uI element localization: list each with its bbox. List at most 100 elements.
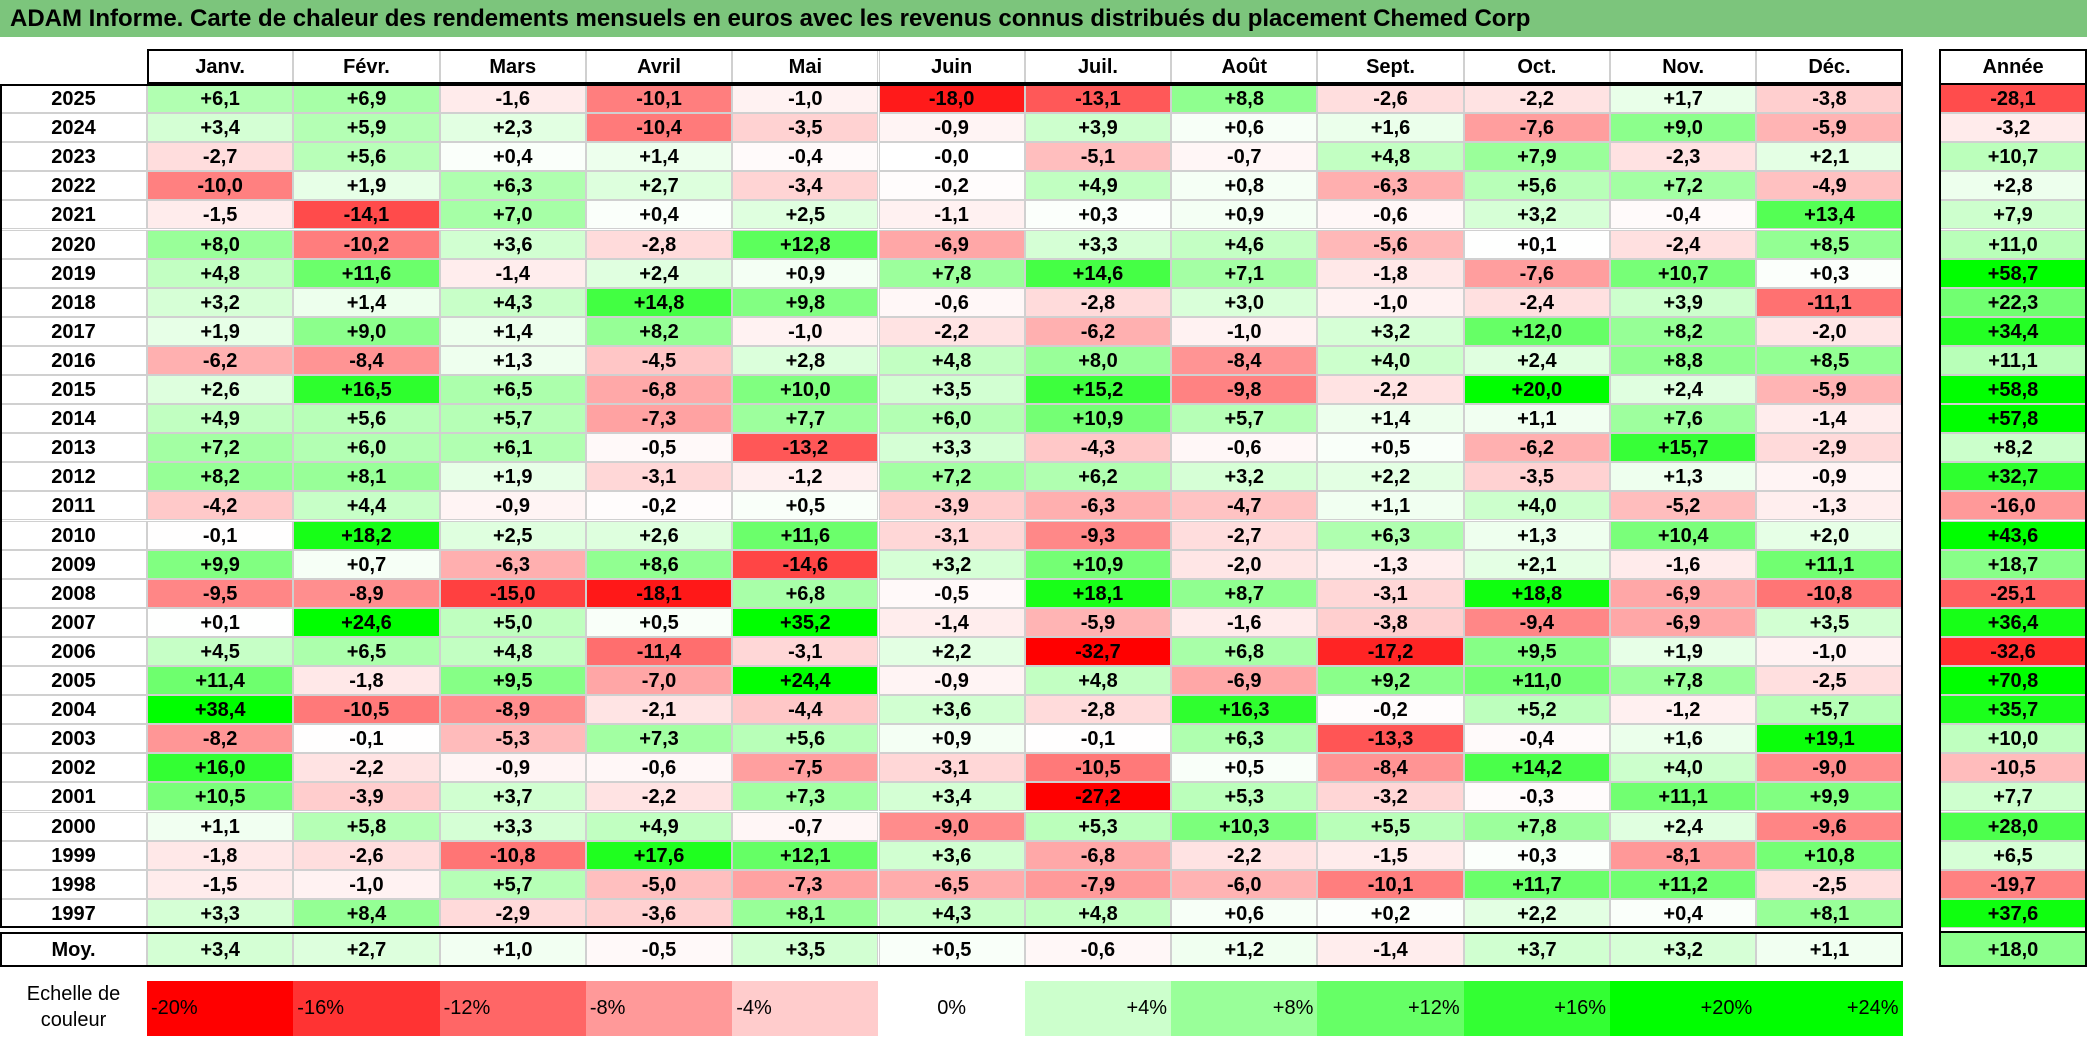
month-header: Févr. xyxy=(293,49,440,84)
heatmap-cell: +0,6 xyxy=(1171,898,1318,928)
heatmap-cell: -3,5 xyxy=(732,113,879,143)
heatmap-cell: -1,2 xyxy=(732,462,879,492)
heatmap-cell: -15,0 xyxy=(439,578,586,608)
heatmap-cell: -14,6 xyxy=(732,549,879,579)
heatmap-cell: +4,8 xyxy=(1024,898,1172,928)
heatmap-cell: -6,8 xyxy=(1024,840,1172,870)
heatmap-cell: -6,0 xyxy=(1171,869,1318,899)
heatmap-cell: +19,1 xyxy=(1756,724,1903,754)
heatmap-cell: +18,8 xyxy=(1463,578,1610,608)
heatmap-cell: -6,2 xyxy=(147,345,294,375)
heatmap-cell: +8,0 xyxy=(1024,345,1172,375)
heatmap-cell: +9,2 xyxy=(1317,666,1464,696)
heatmap-cell: -2,8 xyxy=(585,229,733,259)
heatmap-cell: -2,5 xyxy=(1756,666,1903,696)
heatmap-cell: +7,7 xyxy=(732,404,879,434)
heatmap-cell: -6,2 xyxy=(1463,433,1610,463)
heatmap-cell: -0,5 xyxy=(878,578,1025,608)
annual-cell: +57,8 xyxy=(1939,404,2087,434)
annual-cell: +2,8 xyxy=(1939,171,2087,201)
heatmap-cell: -0,9 xyxy=(878,666,1025,696)
heatmap-cell: +5,2 xyxy=(1463,695,1610,725)
average-cell: -0,6 xyxy=(1024,932,1172,967)
heatmap-cell: +4,8 xyxy=(1317,142,1464,172)
heatmap-cell: +2,0 xyxy=(1756,520,1903,550)
heatmap-cell: +0,5 xyxy=(1317,433,1464,463)
heatmap-cell: +10,4 xyxy=(1610,520,1757,550)
color-scale-step: +12% xyxy=(1317,981,1464,1036)
heatmap-cell: -10,1 xyxy=(1317,869,1464,899)
average-cell: +1,1 xyxy=(1756,932,1903,967)
heatmap-cell: +6,9 xyxy=(293,84,440,114)
heatmap-cell: -7,5 xyxy=(732,753,879,783)
year-label: 2025 xyxy=(0,84,147,114)
heatmap-cell: +16,3 xyxy=(1171,695,1318,725)
heatmap-cell: -1,0 xyxy=(1171,316,1318,346)
heatmap-cell: +1,1 xyxy=(1463,404,1610,434)
average-cell: +3,7 xyxy=(1463,932,1610,967)
heatmap-cell: -0,1 xyxy=(147,520,294,550)
heatmap-cell: -9,5 xyxy=(147,578,294,608)
heatmap-cell: -0,9 xyxy=(1756,462,1903,492)
heatmap-cell: -4,3 xyxy=(1024,433,1172,463)
heatmap-cell: +20,0 xyxy=(1463,375,1610,405)
heatmap-cell: -0,6 xyxy=(1317,200,1464,230)
heatmap-cell: +8,4 xyxy=(293,898,440,928)
heatmap-cell: +1,6 xyxy=(1610,724,1757,754)
heatmap-cell: -5,6 xyxy=(1317,229,1464,259)
heatmap-cell: -5,1 xyxy=(1024,142,1172,172)
heatmap-cell: -3,9 xyxy=(878,491,1025,521)
heatmap-cell: +4,8 xyxy=(1024,666,1172,696)
heatmap-cell: -9,8 xyxy=(1171,375,1318,405)
heatmap-cell: -3,2 xyxy=(1317,782,1464,812)
heatmap-cell: -3,9 xyxy=(293,782,440,812)
color-scale-step: -4% xyxy=(732,981,879,1036)
heatmap-cell: +1,4 xyxy=(1317,404,1464,434)
heatmap-cell: -8,4 xyxy=(293,345,440,375)
heatmap-cell: +9,0 xyxy=(1610,113,1757,143)
heatmap-cell: +1,4 xyxy=(293,287,440,317)
heatmap-cell: +0,4 xyxy=(1610,898,1757,928)
heatmap-cell: +24,6 xyxy=(293,607,440,637)
heatmap-cell: +1,6 xyxy=(1317,113,1464,143)
heatmap-cell: -0,2 xyxy=(585,491,733,521)
heatmap-cell: +7,0 xyxy=(439,200,586,230)
heatmap-cell: +0,2 xyxy=(1317,898,1464,928)
heatmap-cell: -4,5 xyxy=(585,345,733,375)
heatmap-cell: +5,6 xyxy=(293,404,440,434)
heatmap-cell: -7,6 xyxy=(1463,258,1610,288)
heatmap-cell: +0,9 xyxy=(732,258,879,288)
heatmap-cell: +3,2 xyxy=(1463,200,1610,230)
heatmap-cell: +11,1 xyxy=(1756,549,1903,579)
heatmap-cell: -3,6 xyxy=(585,898,733,928)
month-header: Janv. xyxy=(147,49,294,84)
heatmap-cell: -7,9 xyxy=(1024,869,1172,899)
heatmap-cell: -1,0 xyxy=(732,316,879,346)
heatmap-cell: -13,3 xyxy=(1317,724,1464,754)
heatmap-cell: +8,1 xyxy=(1756,898,1903,928)
heatmap-cell: +1,4 xyxy=(585,142,733,172)
heatmap-cell: +8,2 xyxy=(1610,316,1757,346)
heatmap-cell: -3,4 xyxy=(732,171,879,201)
heatmap-cell: -0,5 xyxy=(585,433,733,463)
annual-cell: +10,7 xyxy=(1939,142,2087,172)
heatmap-cell: -0,2 xyxy=(1317,695,1464,725)
heatmap-cell: +5,0 xyxy=(439,607,586,637)
annual-cell: -19,7 xyxy=(1939,869,2087,899)
heatmap-cell: +1,7 xyxy=(1610,84,1757,114)
heatmap-cell: +10,9 xyxy=(1024,549,1172,579)
heatmap-cell: +11,6 xyxy=(732,520,879,550)
heatmap-cell: -8,4 xyxy=(1171,345,1318,375)
heatmap-cell: -3,1 xyxy=(1317,578,1464,608)
annual-cell: +7,7 xyxy=(1939,782,2087,812)
heatmap-cell: +0,4 xyxy=(585,200,733,230)
heatmap-cell: -7,3 xyxy=(585,404,733,434)
heatmap-cell: -10,2 xyxy=(293,229,440,259)
heatmap-cell: -2,1 xyxy=(585,695,733,725)
heatmap-cell: +16,0 xyxy=(147,753,294,783)
heatmap-cell: -5,3 xyxy=(439,724,586,754)
year-label: 2017 xyxy=(0,316,147,346)
heatmap-cell: +10,0 xyxy=(732,375,879,405)
heatmap-cell: +2,2 xyxy=(878,636,1025,666)
heatmap-cell: -7,0 xyxy=(585,666,733,696)
